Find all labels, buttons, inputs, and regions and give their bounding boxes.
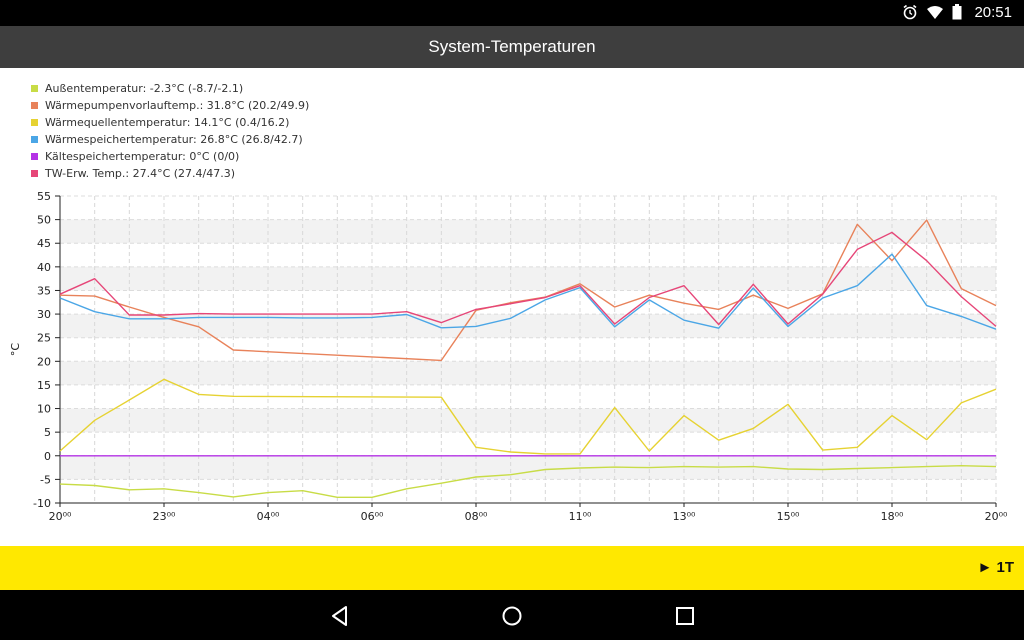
- y-tick-label: 40: [37, 261, 51, 274]
- legend-item-kaeltespeichertemperatur[interactable]: Kältespeichertemperatur: 0°C (0/0): [31, 148, 309, 165]
- battery-icon: [952, 4, 962, 20]
- grid-band: [60, 408, 996, 433]
- y-tick-label: 5: [44, 426, 51, 439]
- x-tick-label: 20⁰⁰: [985, 510, 1008, 523]
- legend-swatch: [31, 85, 38, 92]
- page-title: System-Temperaturen: [428, 37, 596, 56]
- y-tick-label: 50: [37, 214, 51, 227]
- legend-swatch: [31, 153, 38, 160]
- series-line-tw-erw-temp-: [59, 231, 997, 327]
- series-line-w-rmequellentemperatur: [59, 378, 997, 455]
- legend-item-waermepumpenvorlauftemp[interactable]: Wärmepumpenvorlauftemp.: 31.8°C (20.2/49…: [31, 97, 309, 114]
- x-tick-label: 13⁰⁰: [673, 510, 696, 523]
- legend-swatch: [31, 136, 38, 143]
- y-tick-label: 20: [37, 355, 51, 368]
- grid-band: [60, 361, 996, 385]
- y-tick-label: 55: [37, 190, 51, 203]
- x-tick-label: 06⁰⁰: [361, 510, 384, 523]
- legend-item-waermespeichertemperatur[interactable]: Wärmespeichertemperatur: 26.8°C (26.8/42…: [31, 131, 309, 148]
- legend-item-tw-erw-temp[interactable]: TW-Erw. Temp.: 27.4°C (27.4/47.3): [31, 165, 309, 182]
- x-tick-label: 20⁰⁰: [49, 510, 72, 523]
- wifi-icon: [927, 6, 943, 19]
- y-axis-label: °C: [9, 343, 22, 357]
- status-clock: 20:51: [974, 4, 1012, 21]
- y-tick-label: -5: [40, 473, 51, 486]
- y-tick-label: 30: [37, 308, 51, 321]
- y-tick-label: 15: [37, 379, 51, 392]
- legend-item-aussentemperatur[interactable]: Außentemperatur: -2.3°C (-8.7/-2.1): [31, 80, 309, 97]
- legend-swatch: [31, 119, 38, 126]
- status-bar: 20:51: [0, 0, 1024, 26]
- back-icon[interactable]: [326, 602, 354, 630]
- system-nav-bar: [0, 590, 1024, 640]
- legend-swatch: [31, 170, 38, 177]
- recents-icon[interactable]: [671, 602, 699, 630]
- status-icons: [902, 4, 962, 20]
- legend-label: Wärmepumpenvorlauftemp.: 31.8°C (20.2/49…: [45, 99, 310, 112]
- alarm-clock-icon: [903, 4, 917, 20]
- grid-band: [60, 219, 996, 244]
- series-line-w-rmespeichertemperatur: [59, 253, 997, 330]
- legend-item-waermequellentemperatur[interactable]: Wärmequellentemperatur: 14.1°C (0.4/16.2…: [31, 114, 309, 131]
- legend-label: Wärmespeichertemperatur: 26.8°C (26.8/42…: [45, 133, 303, 146]
- chart-panel: Außentemperatur: -2.3°C (-8.7/-2.1) Wärm…: [0, 68, 1024, 546]
- home-icon[interactable]: [498, 602, 526, 630]
- legend-label: Kältespeichertemperatur: 0°C (0/0): [45, 150, 240, 163]
- app-bar: System-Temperaturen: [0, 26, 1024, 68]
- legend-label: TW-Erw. Temp.: 27.4°C (27.4/47.3): [45, 167, 236, 180]
- y-tick-label: 35: [37, 284, 51, 297]
- chart-legend: Außentemperatur: -2.3°C (-8.7/-2.1) Wärm…: [31, 80, 309, 182]
- period-bar: ► 1T: [0, 546, 1024, 590]
- legend-label: Außentemperatur: -2.3°C (-8.7/-2.1): [45, 82, 244, 95]
- legend-swatch: [31, 102, 38, 109]
- y-tick-label: -10: [33, 497, 51, 510]
- legend-label: Wärmequellentemperatur: 14.1°C (0.4/16.2…: [45, 116, 290, 129]
- series-line-au-entemperatur: [59, 465, 997, 498]
- x-tick-label: 08⁰⁰: [465, 510, 488, 523]
- grid-band: [60, 266, 996, 291]
- x-tick-label: 15⁰⁰: [777, 510, 800, 523]
- y-tick-label: 45: [37, 237, 51, 250]
- temperature-line-chart[interactable]: -10 -5 0 5 10 15 20 25 30 35 40 45 50 55 20⁰⁰ 23⁰⁰ 04⁰⁰ 0…: [0, 183, 1024, 533]
- x-tick-label: 11⁰⁰: [569, 510, 592, 523]
- series-line-w-rmepumpenvorlauftemp-: [59, 219, 997, 362]
- y-tick-label: 10: [37, 403, 51, 416]
- y-tick-label: 25: [37, 332, 51, 345]
- grid-band: [60, 314, 996, 338]
- x-tick-label: 04⁰⁰: [257, 510, 280, 523]
- x-tick-label: 18⁰⁰: [881, 510, 904, 523]
- y-tick-label: 0: [44, 450, 51, 463]
- x-tick-label: 23⁰⁰: [153, 510, 176, 523]
- grid-band: [60, 455, 996, 480]
- period-1t-button[interactable]: ► 1T: [977, 559, 1014, 576]
